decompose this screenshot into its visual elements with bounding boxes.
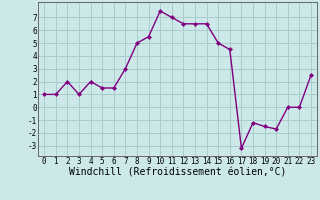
X-axis label: Windchill (Refroidissement éolien,°C): Windchill (Refroidissement éolien,°C) (69, 168, 286, 178)
